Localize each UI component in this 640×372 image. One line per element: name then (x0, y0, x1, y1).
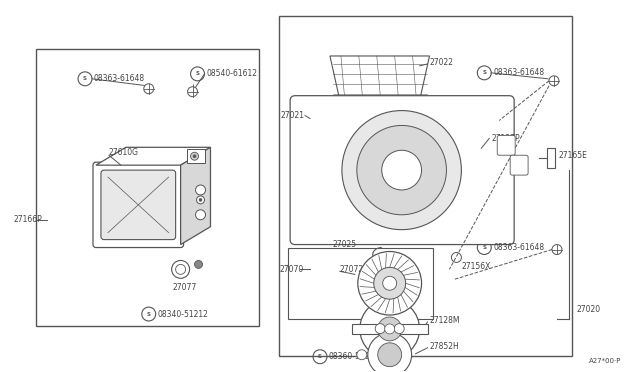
Text: S: S (483, 70, 486, 76)
Circle shape (375, 324, 385, 334)
Text: 08360-52023: 08360-52023 (329, 352, 380, 361)
Text: 27165E: 27165E (559, 151, 588, 160)
Text: S: S (318, 354, 322, 359)
Bar (278, 16, 572, 356)
Polygon shape (180, 147, 211, 244)
Text: 27021: 27021 (280, 111, 304, 120)
Circle shape (357, 350, 367, 360)
Circle shape (172, 260, 189, 278)
Text: 08363-61648: 08363-61648 (493, 243, 545, 252)
Circle shape (549, 76, 559, 86)
Circle shape (144, 84, 154, 94)
Circle shape (199, 198, 202, 201)
FancyBboxPatch shape (101, 170, 175, 240)
Text: 27128M: 27128M (429, 317, 460, 326)
Text: 27852H: 27852H (429, 342, 460, 351)
Bar (288, 247, 433, 319)
Circle shape (368, 333, 412, 372)
Text: A27*00·P: A27*00·P (589, 358, 621, 364)
FancyBboxPatch shape (497, 135, 515, 155)
Text: 27610G: 27610G (109, 148, 139, 157)
Circle shape (196, 196, 205, 204)
Circle shape (378, 317, 402, 341)
Bar (36, 49, 259, 326)
Text: S: S (147, 311, 151, 317)
Bar (187, 149, 205, 163)
Text: S: S (196, 71, 200, 76)
FancyBboxPatch shape (93, 162, 184, 247)
Text: 27156X: 27156X (461, 262, 491, 271)
Circle shape (394, 324, 404, 334)
Text: 27166P: 27166P (13, 215, 42, 224)
Circle shape (191, 152, 198, 160)
Polygon shape (96, 147, 211, 165)
Text: 08363-61648: 08363-61648 (493, 68, 545, 77)
Circle shape (196, 210, 205, 220)
Circle shape (383, 276, 397, 290)
Text: 27025: 27025 (333, 240, 357, 249)
Text: 27077: 27077 (173, 283, 197, 292)
Circle shape (193, 155, 196, 158)
Text: 27127P: 27127P (492, 134, 520, 143)
Circle shape (385, 324, 395, 334)
Circle shape (378, 343, 402, 367)
Text: S: S (483, 245, 486, 250)
Text: 08363-61648: 08363-61648 (94, 74, 145, 83)
Circle shape (360, 299, 420, 359)
Circle shape (358, 251, 422, 315)
Circle shape (342, 110, 461, 230)
Text: 08540-61612: 08540-61612 (207, 69, 257, 78)
Bar (547, 148, 555, 168)
Text: 27022: 27022 (429, 58, 454, 67)
Text: 27072: 27072 (340, 265, 364, 274)
FancyBboxPatch shape (510, 155, 528, 175)
Circle shape (552, 244, 562, 254)
Bar (352, 324, 428, 334)
Text: S: S (83, 76, 87, 81)
Circle shape (196, 185, 205, 195)
Text: 08340-51212: 08340-51212 (157, 310, 209, 318)
Text: 27020: 27020 (577, 305, 601, 314)
Text: 27070: 27070 (279, 265, 303, 274)
Polygon shape (330, 56, 429, 101)
FancyBboxPatch shape (290, 96, 514, 244)
Circle shape (381, 150, 422, 190)
Circle shape (374, 267, 406, 299)
Circle shape (195, 260, 202, 268)
Circle shape (188, 87, 198, 97)
Circle shape (357, 125, 447, 215)
